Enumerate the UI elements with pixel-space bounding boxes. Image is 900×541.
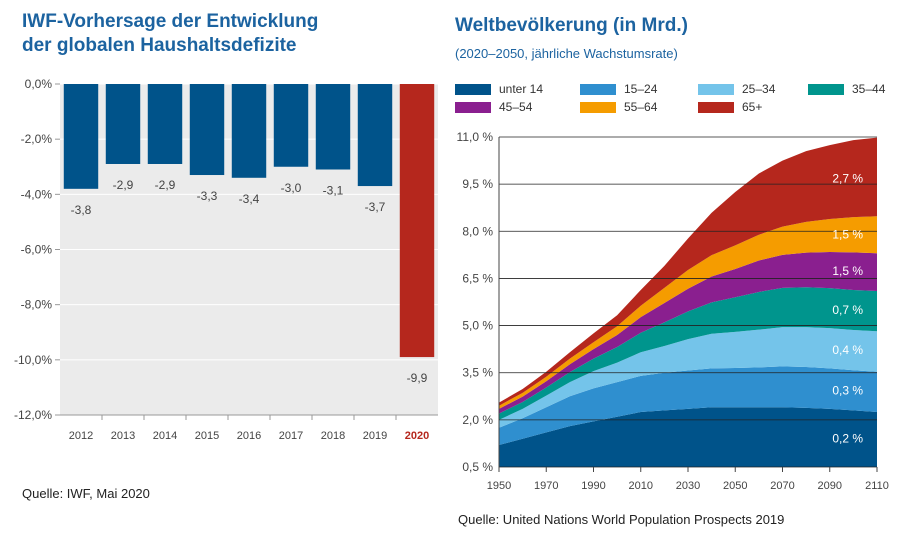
bar-y-tick-label: -8,0%	[21, 298, 53, 312]
deficit-bar-chart: 0,0% -2,0% -4,0% -6,0% -8,0% -10,0% -12,0% -3,8…	[14, 77, 438, 442]
area-x-tick-label: 1970	[534, 480, 558, 492]
bar-value-label: -3,4	[239, 192, 260, 206]
bar-value-label: -2,9	[113, 178, 134, 192]
growth-rate-label: 1,5 %	[832, 264, 863, 278]
bar-2014	[147, 84, 183, 164]
legend-item: 25–34	[698, 82, 775, 96]
area-y-tick-label: 5,0 %	[462, 319, 493, 333]
left-chart-title: IWF-Vorhersage der Entwicklung der globa…	[22, 10, 318, 58]
legend-label: 35–44	[852, 82, 886, 96]
bar-2016	[231, 84, 267, 178]
area-y-tick-label: 3,5 %	[462, 366, 493, 380]
bar-y-tick-label: -2,0%	[21, 132, 53, 146]
area-15-24	[499, 366, 877, 445]
bar-y-tick-label: -12,0%	[14, 408, 52, 422]
right-chart-title: Weltbevölkerung (in Mrd.)	[455, 15, 688, 36]
bar-2019	[357, 84, 393, 187]
area-55-64	[499, 216, 877, 409]
legend-item: 35–44	[808, 82, 885, 96]
area-y-tick-label: 2,0 %	[462, 413, 493, 427]
growth-rate-label: 2,7 %	[832, 172, 863, 186]
legend-label: 55–64	[624, 100, 658, 114]
bar-2020	[399, 84, 435, 358]
bar-value-label: -3,8	[71, 203, 92, 217]
bar-2012	[63, 84, 99, 189]
growth-rate-label: 0,2 %	[832, 432, 863, 446]
area-x-tick-label: 2090	[818, 480, 842, 492]
area-unter-14	[499, 407, 877, 467]
area-y-tick-label: 11,0 %	[457, 130, 494, 144]
left-source-note: Quelle: IWF, Mai 2020	[22, 486, 150, 501]
legend-label: 65+	[742, 100, 763, 114]
bar-value-label: -3,7	[365, 200, 386, 214]
legend-swatch	[580, 102, 616, 114]
legend-item: 15–24	[580, 82, 657, 96]
bar-x-tick-label: 2019	[363, 430, 387, 442]
area-x-tick-label: 2050	[723, 480, 747, 492]
bar-y-tick-label: -10,0%	[14, 353, 52, 367]
bar-value-label: -3,0	[281, 181, 302, 195]
legend-swatch	[580, 84, 616, 96]
bar-x-tick-label: 2017	[279, 430, 303, 442]
legend-swatch	[808, 84, 844, 96]
area-x-tick-label: 2070	[770, 480, 794, 492]
bar-2017	[273, 84, 309, 167]
area-35-44	[499, 287, 877, 420]
area-x-tick-label: 2010	[629, 480, 653, 492]
area-y-tick-label: 9,5 %	[462, 177, 493, 191]
bar-x-tick-label: 2018	[321, 430, 345, 442]
bar-x-tick-label: 2015	[195, 430, 219, 442]
left-title-line-1: IWF-Vorhersage der Entwicklung	[22, 11, 319, 32]
right-chart-subtitle: (2020–2050, jährliche Wachstumsrate)	[455, 46, 678, 61]
bar-x-tick-label: 2013	[111, 430, 135, 442]
growth-rate-label: 0,3 %	[832, 383, 863, 397]
area-65-	[499, 137, 877, 406]
legend-item: unter 14	[455, 82, 543, 96]
area-x-tick-label: 1950	[487, 480, 511, 492]
legend-item: 65+	[698, 100, 762, 114]
bar-value-label: -3,3	[197, 189, 218, 203]
right-source-note: Quelle: United Nations World Population …	[458, 512, 785, 527]
area-25-34	[499, 327, 877, 428]
area-y-tick-label: 0,5 %	[462, 460, 493, 474]
legend-swatch	[698, 102, 734, 114]
legend-swatch	[698, 84, 734, 96]
bar-y-tick-label: -4,0%	[21, 187, 53, 201]
legend-item: 45–54	[455, 100, 532, 114]
legend-label: 25–34	[742, 82, 776, 96]
bar-2018	[315, 84, 351, 170]
growth-rate-label: 1,5 %	[832, 228, 863, 242]
bar-y-tick-label: -6,0%	[21, 243, 53, 257]
area-x-tick-label: 2110	[865, 480, 889, 492]
bar-y-tick-label: 0,0%	[25, 77, 53, 91]
area-y-tick-label: 6,5 %	[462, 271, 493, 285]
bar-2013	[105, 84, 141, 164]
bar-2015	[189, 84, 225, 176]
growth-rate-label: 0,7 %	[832, 303, 863, 317]
legend-swatch	[455, 102, 491, 114]
bar-value-label: -2,9	[155, 178, 176, 192]
legend-label: 45–54	[499, 100, 533, 114]
left-title-line-2: der globalen Haushaltsdefizite	[22, 35, 297, 56]
growth-rate-label: 0,4 %	[832, 343, 863, 357]
area-45-54	[499, 252, 877, 414]
legend-item: 55–64	[580, 100, 657, 114]
bar-x-tick-label: 2020	[405, 430, 429, 442]
chart-legend: unter 14 15–24 25–34 35–44 45–54 55–64 65+	[455, 82, 895, 122]
legend-swatch	[455, 84, 491, 96]
bar-x-tick-label: 2014	[153, 430, 177, 442]
area-x-tick-label: 2030	[676, 480, 700, 492]
bar-value-label: -3,1	[323, 184, 344, 198]
bar-x-tick-label: 2012	[69, 430, 93, 442]
legend-label: 15–24	[624, 82, 658, 96]
bar-value-label: -9,9	[407, 371, 428, 385]
area-x-tick-label: 1990	[581, 480, 605, 492]
legend-label: unter 14	[499, 82, 544, 96]
area-y-tick-label: 8,0 %	[462, 224, 493, 238]
bar-x-tick-label: 2016	[237, 430, 261, 442]
